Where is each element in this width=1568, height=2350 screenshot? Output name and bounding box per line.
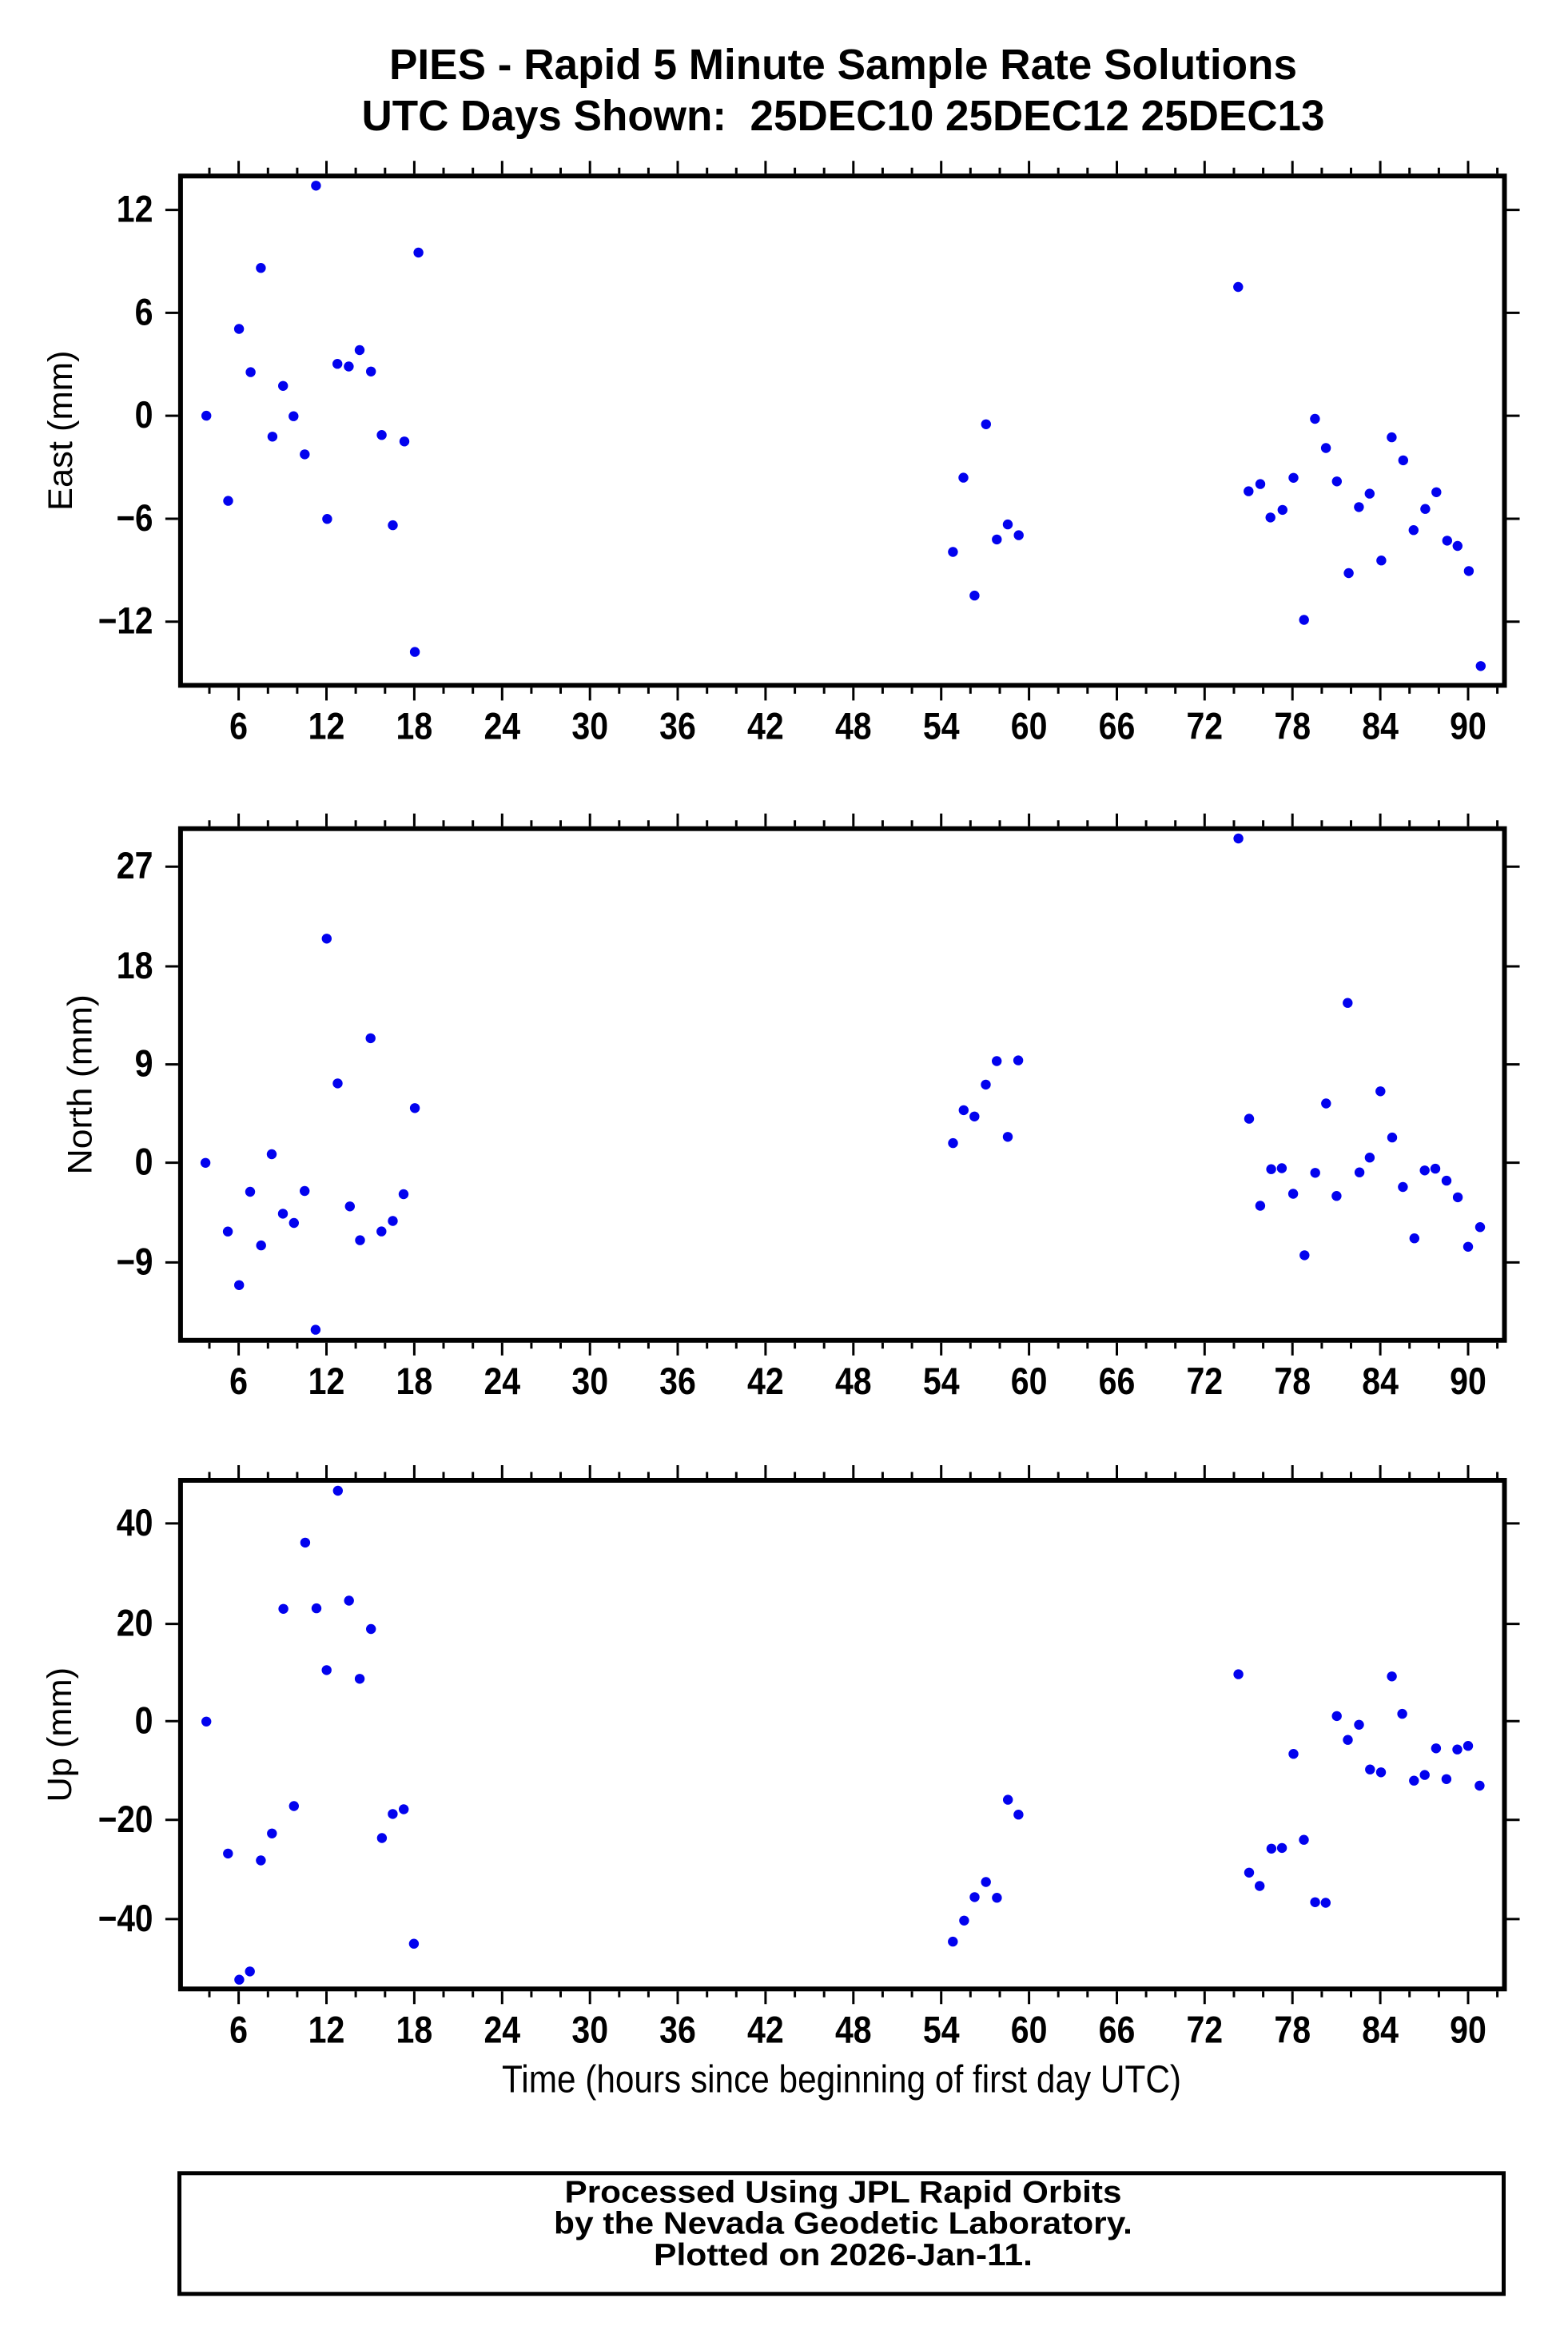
svg-text:by the Nevada Geodetic Laborat: by the Nevada Geodetic Laboratory. — [554, 2207, 1132, 2241]
svg-text:−40: −40 — [98, 1897, 153, 1939]
svg-text:48: 48 — [835, 2008, 872, 2050]
svg-text:60: 60 — [1011, 704, 1048, 747]
svg-text:12: 12 — [308, 2008, 345, 2050]
svg-text:20: 20 — [117, 1602, 153, 1644]
svg-text:Processed Using JPL Rapid Orbi: Processed Using JPL Rapid Orbits — [565, 2176, 1122, 2210]
svg-text:48: 48 — [835, 1360, 872, 1402]
svg-text:0: 0 — [135, 1141, 153, 1183]
svg-text:−6: −6 — [117, 496, 153, 539]
svg-text:48: 48 — [835, 704, 872, 747]
svg-text:54: 54 — [923, 704, 960, 747]
svg-text:6: 6 — [229, 2008, 248, 2050]
svg-text:90: 90 — [1450, 2008, 1486, 2050]
svg-text:Plotted on 2026-Jan-11.: Plotted on 2026-Jan-11. — [654, 2238, 1033, 2272]
svg-text:9: 9 — [135, 1042, 153, 1085]
svg-text:36: 36 — [659, 2008, 696, 2050]
svg-text:66: 66 — [1099, 1360, 1136, 1402]
svg-text:North (mm): North (mm) — [61, 994, 99, 1174]
svg-text:−9: −9 — [117, 1240, 153, 1282]
svg-text:East (mm): East (mm) — [42, 351, 80, 512]
svg-text:0: 0 — [135, 393, 153, 436]
svg-text:30: 30 — [571, 1360, 608, 1402]
svg-text:−20: −20 — [98, 1798, 153, 1840]
svg-text:27: 27 — [117, 844, 153, 886]
svg-text:78: 78 — [1274, 1360, 1311, 1402]
svg-text:42: 42 — [747, 1360, 784, 1402]
svg-text:Up (mm): Up (mm) — [41, 1667, 79, 1802]
svg-text:60: 60 — [1011, 1360, 1048, 1402]
svg-text:60: 60 — [1011, 2008, 1048, 2050]
svg-text:12: 12 — [117, 188, 153, 230]
svg-text:18: 18 — [396, 704, 433, 747]
svg-text:84: 84 — [1362, 704, 1399, 747]
svg-text:36: 36 — [659, 704, 696, 747]
svg-text:72: 72 — [1186, 704, 1223, 747]
svg-text:24: 24 — [484, 2008, 520, 2050]
svg-text:Time (hours since beginning of: Time (hours since beginning of first day… — [502, 2058, 1181, 2101]
svg-text:84: 84 — [1362, 1360, 1399, 1402]
svg-text:66: 66 — [1099, 2008, 1136, 2050]
svg-text:30: 30 — [571, 704, 608, 747]
svg-text:0: 0 — [135, 1699, 153, 1741]
svg-text:30: 30 — [571, 2008, 608, 2050]
svg-text:84: 84 — [1362, 2008, 1399, 2050]
svg-text:6: 6 — [229, 704, 248, 747]
svg-text:42: 42 — [747, 2008, 784, 2050]
svg-text:18: 18 — [117, 944, 153, 986]
svg-text:24: 24 — [484, 1360, 520, 1402]
svg-text:54: 54 — [923, 1360, 960, 1402]
svg-text:72: 72 — [1186, 2008, 1223, 2050]
svg-text:UTC Days Shown: 25DEC10 25DEC: UTC Days Shown: 25DEC10 25DEC12 25DEC13 — [362, 92, 1325, 140]
svg-text:36: 36 — [659, 1360, 696, 1402]
svg-text:6: 6 — [229, 1360, 248, 1402]
svg-text:24: 24 — [484, 704, 520, 747]
svg-text:−12: −12 — [98, 599, 153, 642]
svg-text:12: 12 — [308, 704, 345, 747]
svg-text:66: 66 — [1099, 704, 1136, 747]
svg-text:18: 18 — [396, 1360, 433, 1402]
svg-text:42: 42 — [747, 704, 784, 747]
svg-text:6: 6 — [135, 290, 153, 333]
svg-text:40: 40 — [117, 1501, 153, 1543]
svg-text:78: 78 — [1274, 704, 1311, 747]
svg-text:72: 72 — [1186, 1360, 1223, 1402]
svg-text:12: 12 — [308, 1360, 345, 1402]
svg-text:54: 54 — [923, 2008, 960, 2050]
svg-text:18: 18 — [396, 2008, 433, 2050]
svg-text:78: 78 — [1274, 2008, 1311, 2050]
svg-text:PIES - Rapid 5 Minute Sample R: PIES - Rapid 5 Minute Sample Rate Soluti… — [389, 41, 1297, 89]
svg-text:90: 90 — [1450, 704, 1486, 747]
svg-text:90: 90 — [1450, 1360, 1486, 1402]
